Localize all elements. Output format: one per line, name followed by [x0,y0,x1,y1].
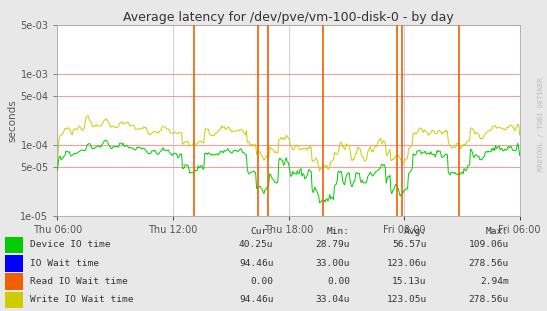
Text: 278.56u: 278.56u [468,259,509,268]
Text: 28.79u: 28.79u [316,240,350,249]
Text: Write IO Wait time: Write IO Wait time [30,295,133,304]
Text: 56.57u: 56.57u [392,240,427,249]
Text: 33.04u: 33.04u [316,295,350,304]
Text: 0.00: 0.00 [251,277,274,286]
Text: Cur:: Cur: [251,227,274,236]
Text: IO Wait time: IO Wait time [30,259,99,268]
FancyBboxPatch shape [5,255,23,272]
Text: Min:: Min: [327,227,350,236]
Title: Average latency for /dev/pve/vm-100-disk-0 - by day: Average latency for /dev/pve/vm-100-disk… [123,11,454,24]
Text: 94.46u: 94.46u [239,295,274,304]
Text: 33.00u: 33.00u [316,259,350,268]
Text: 109.06u: 109.06u [468,240,509,249]
Y-axis label: seconds: seconds [8,99,18,142]
Text: Max:: Max: [486,227,509,236]
Text: Avg:: Avg: [404,227,427,236]
Text: 2.94m: 2.94m [480,277,509,286]
Text: 40.25u: 40.25u [239,240,274,249]
Text: 278.56u: 278.56u [468,295,509,304]
Text: 94.46u: 94.46u [239,259,274,268]
FancyBboxPatch shape [5,292,23,308]
Text: Device IO time: Device IO time [30,240,110,249]
Text: 0.00: 0.00 [327,277,350,286]
Text: 123.06u: 123.06u [386,259,427,268]
FancyBboxPatch shape [5,273,23,290]
Text: Read IO Wait time: Read IO Wait time [30,277,128,286]
Text: 15.13u: 15.13u [392,277,427,286]
Text: 123.05u: 123.05u [386,295,427,304]
FancyBboxPatch shape [5,237,23,253]
Text: RRDTOOL / TOBI OETIKER: RRDTOOL / TOBI OETIKER [538,78,544,171]
